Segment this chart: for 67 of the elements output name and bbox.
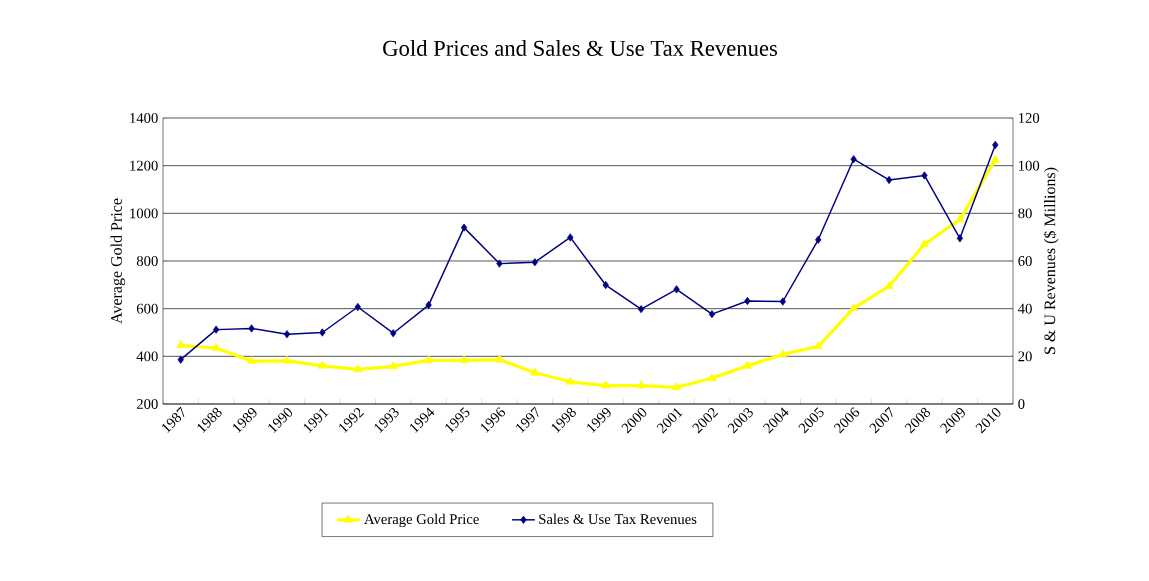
point — [919, 239, 929, 248]
point — [990, 154, 1000, 163]
point — [494, 354, 504, 363]
point — [317, 360, 327, 369]
point — [424, 355, 434, 364]
legend-label: Average Gold Price — [364, 513, 479, 528]
point — [885, 175, 893, 185]
point — [956, 234, 964, 243]
point — [672, 382, 682, 391]
point — [176, 340, 186, 349]
point — [849, 303, 859, 311]
point — [815, 235, 822, 244]
y2-tick-label: 60 — [1018, 256, 1032, 266]
point — [460, 223, 468, 232]
y2-tick-label: 120 — [1019, 113, 1040, 123]
point — [248, 324, 255, 333]
y-tick-label: 800 — [136, 256, 158, 266]
point — [742, 360, 752, 369]
y2-axis-title: S & U Revenues ($ Millions) — [1043, 167, 1059, 354]
point — [567, 233, 574, 242]
point — [319, 328, 326, 337]
point — [884, 281, 894, 289]
point — [353, 364, 363, 373]
point — [213, 325, 220, 334]
point — [707, 373, 717, 381]
legend-label: Sales & Use Tax Revenues — [539, 513, 697, 525]
chart-title: Gold Prices and Sales & Use Tax Revenues — [383, 40, 778, 56]
point — [390, 329, 397, 338]
y2-tick-label: 40 — [1018, 303, 1032, 314]
point — [531, 258, 539, 267]
point — [779, 297, 786, 306]
point — [565, 376, 575, 385]
point — [778, 349, 788, 358]
point — [283, 330, 291, 339]
y2-tick-label: 80 — [1018, 208, 1032, 219]
point — [636, 380, 646, 389]
y-axis-title: Average Gold Price — [110, 198, 126, 324]
point — [744, 296, 751, 306]
point — [177, 355, 184, 364]
point — [708, 310, 716, 319]
y-tick-label: 400 — [136, 351, 158, 362]
y-tick-label: 200 — [136, 399, 158, 409]
point — [282, 355, 292, 364]
point — [850, 155, 857, 164]
point — [211, 342, 221, 351]
point — [530, 367, 540, 376]
y-tick-label: 1000 — [130, 208, 158, 219]
y-tick-label: 1200 — [130, 160, 158, 171]
y-tick-label: 600 — [136, 303, 158, 314]
y2-tick-label: 100 — [1019, 160, 1040, 171]
point — [992, 140, 999, 149]
point — [921, 171, 928, 180]
y-tick-label: 1400 — [130, 113, 158, 123]
point — [496, 259, 503, 268]
point — [354, 302, 361, 312]
point — [247, 355, 257, 364]
point — [813, 341, 823, 350]
point — [388, 361, 398, 370]
point — [601, 380, 611, 389]
point — [637, 305, 645, 314]
point — [459, 355, 469, 364]
point — [955, 214, 965, 223]
point — [602, 280, 609, 290]
point — [425, 301, 432, 310]
point — [673, 285, 680, 294]
y2-tick-label: 0 — [1018, 399, 1025, 409]
y2-tick-label: 20 — [1018, 351, 1032, 362]
